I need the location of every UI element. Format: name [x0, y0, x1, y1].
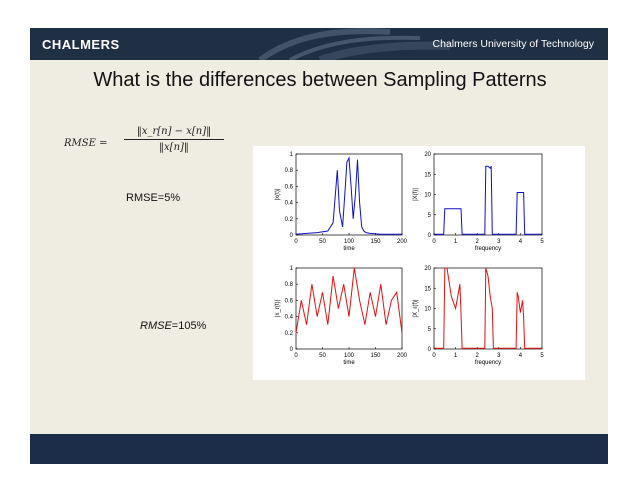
y-tick-label: 5: [428, 327, 432, 333]
y-tick-label: 0.4: [285, 315, 294, 321]
y-tick-label: 0: [428, 347, 432, 353]
y-axis-label: |X(f)|: [413, 188, 419, 201]
x-tick-label: 5: [540, 353, 544, 359]
y-tick-label: 0.8: [285, 282, 294, 288]
y-tick-label: 20: [424, 152, 431, 158]
plot-frame: [295, 153, 403, 236]
x-tick-label: 50: [319, 239, 326, 245]
x-axis-label: time: [343, 246, 355, 252]
x-tick-label: 150: [370, 239, 381, 245]
university-name: Chalmers University of Technology: [432, 38, 594, 50]
x-tick-label: 150: [370, 353, 381, 359]
x-tick-label: 50: [319, 353, 326, 359]
rmse-bottom-val: =105%: [171, 320, 207, 332]
rmse-bottom-var: RMSE: [140, 320, 172, 332]
y-tick-label: 1: [290, 152, 294, 158]
series-line: [434, 267, 542, 349]
x-axis-label: frequency: [475, 246, 501, 252]
x-tick-label: 2: [476, 239, 480, 245]
x-tick-label: 0: [432, 239, 436, 245]
formula-numerator: ‖x_r[n] − x[n]‖: [124, 126, 224, 140]
footer-bar: [30, 434, 608, 464]
y-tick-label: 0.2: [285, 217, 294, 223]
y-tick-label: 0.8: [285, 168, 294, 174]
y-tick-label: 0: [290, 233, 294, 239]
plot-bottom-left: 0 50 100 150 200 0 0.2 0.4 0.6 0.8 1 time |x_r(t)|: [275, 266, 408, 366]
x-axis-label: frequency: [475, 360, 501, 366]
y-tick-label: 0: [428, 233, 432, 239]
y-axis-label: |x(t)|: [275, 188, 281, 200]
x-tick-label: 1: [454, 353, 458, 359]
y-tick-label: 0.6: [285, 298, 294, 304]
y-tick-label: 0.6: [285, 184, 294, 190]
x-tick-label: 200: [397, 353, 408, 359]
x-tick-label: 4: [519, 239, 523, 245]
plot-top-right: 0 1 2 3 4 5 0 5 10 15 20 frequency |X(f)|: [413, 152, 544, 252]
formula-lhs: RMSE =: [64, 138, 108, 149]
y-tick-label: 10: [424, 307, 431, 313]
y-tick-label: 0.2: [285, 331, 294, 337]
y-tick-label: 0.4: [285, 201, 294, 207]
x-tick-label: 1: [454, 239, 458, 245]
rmse-bottom-label: RMSE=105%: [140, 320, 206, 332]
y-tick-label: 5: [428, 213, 432, 219]
swirl-decoration-icon: [258, 28, 451, 60]
x-tick-label: 100: [344, 353, 355, 359]
x-tick-label: 100: [344, 239, 355, 245]
y-tick-label: 15: [424, 286, 431, 292]
plots-panel: 0 50 100 150 200 0 0.2 0.4 0.6 0.8 1 time |x(t)| 0 1 2 3…: [253, 146, 585, 380]
x-tick-label: 2: [476, 353, 480, 359]
y-axis-label: |X_r(f)|: [413, 299, 419, 318]
x-tick-label: 200: [397, 239, 408, 245]
x-tick-label: 4: [519, 353, 523, 359]
slide-title: What is the differences between Sampling…: [93, 69, 547, 91]
x-tick-label: 0: [432, 353, 436, 359]
x-tick-label: 3: [497, 239, 501, 245]
plot-frame: [295, 267, 403, 350]
plot-bottom-right: 0 1 2 3 4 5 0 5 10 15 20 frequency |X_r(f)|: [413, 266, 544, 366]
x-tick-label: 5: [540, 239, 544, 245]
x-tick-label: 3: [497, 353, 501, 359]
slide: CHALMERS Chalmers University of Technolo…: [30, 28, 608, 464]
chalmers-logo: CHALMERS: [42, 37, 120, 52]
formula-denominator: ‖x[n]‖: [159, 142, 189, 153]
header-bar: CHALMERS Chalmers University of Technolo…: [30, 28, 608, 60]
rmse-top-label: RMSE=5%: [126, 192, 181, 204]
x-tick-label: 0: [294, 239, 298, 245]
series-line: [434, 165, 542, 235]
y-tick-label: 15: [424, 172, 431, 178]
plot-top-left: 0 50 100 150 200 0 0.2 0.4 0.6 0.8 1 time |x(t)|: [275, 152, 408, 252]
formula-fraction: ‖x_r[n] − x[n]‖ ‖x[n]‖: [124, 126, 224, 153]
y-axis-label: |x_r(t)|: [275, 300, 281, 318]
y-tick-label: 20: [424, 266, 431, 272]
x-axis-label: time: [343, 360, 355, 366]
x-tick-label: 0: [294, 353, 298, 359]
y-tick-label: 1: [290, 266, 294, 272]
series-line: [295, 267, 403, 333]
y-tick-label: 10: [424, 193, 431, 199]
series-line: [295, 156, 402, 235]
y-tick-label: 0: [290, 347, 294, 353]
